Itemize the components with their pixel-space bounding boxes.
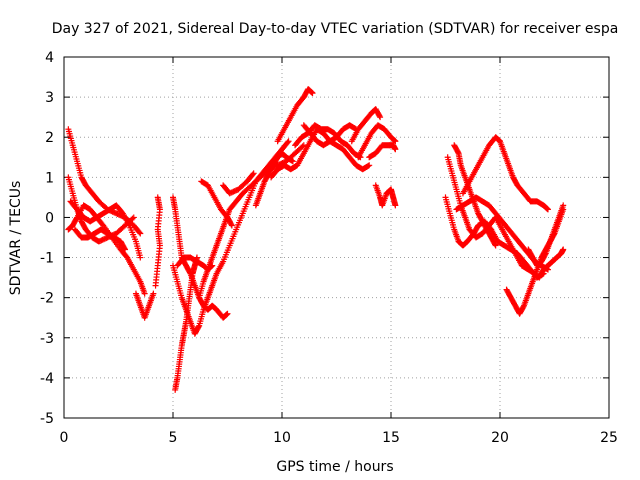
series-track-26 [451,142,499,249]
series-track-16 [274,86,316,145]
data-point [137,230,144,237]
series-track-28 [453,194,551,273]
data-point [492,242,499,249]
x-tick-label: 15 [382,430,400,446]
data-point [129,215,136,222]
y-tick-label: -3 [40,331,54,347]
data-point [520,303,527,310]
data-point [560,202,567,209]
data-point [249,171,256,178]
series-track-31 [536,246,567,281]
data-point [130,214,137,221]
y-tick-label: 0 [45,210,54,226]
series-track-20 [348,106,384,145]
data-point [141,290,148,297]
data-point [228,222,235,229]
data-point [285,138,292,145]
data-point [250,170,257,177]
y-axis-label: SDTVAR / TECUs [8,181,24,296]
series-track-21 [355,122,399,161]
x-tick-label: 20 [491,430,509,446]
data-point [224,310,231,317]
points-layer [65,86,567,393]
y-tick-label: 4 [45,50,54,66]
data-point [392,146,399,153]
y-tick-label: 2 [45,130,54,146]
data-point [377,114,384,121]
y-tick-label: -5 [40,411,54,427]
series-track-30 [525,202,567,269]
data-point [560,246,567,253]
series-track-05 [71,226,129,253]
data-point [366,162,373,169]
data-point [376,113,383,120]
y-tick-label: -2 [40,291,54,307]
chart-title: Day 327 of 2021, Sidereal Day-to-day VTE… [52,21,619,37]
data-point [542,251,549,258]
ticks-layer: 0 5 10 15 20 25 -5 -4 -3 -2 -1 0 1 2 3 4 [40,50,618,446]
data-point [392,202,399,209]
x-tick-label: 10 [273,430,291,446]
y-tick-label: -4 [40,371,54,387]
series-track-23 [372,182,399,209]
data-point [137,254,144,261]
data-point [150,290,157,297]
plot-frame [63,56,610,419]
data-point [228,221,235,228]
series-track-15 [252,150,296,209]
series-track-07 [152,194,163,289]
data-point [284,139,291,146]
x-tick-label: 5 [169,430,178,446]
y-tick-label: -1 [40,251,54,267]
series-track-08 [170,194,231,321]
series-track-14 [220,170,257,197]
x-tick-label: 0 [60,430,69,446]
x-tick-label: 25 [600,430,618,446]
data-point [392,138,399,145]
data-point [122,246,129,253]
x-axis-label: GPS time / hours [276,459,393,475]
y-tick-label: 3 [45,90,54,106]
series-track-27 [459,134,551,213]
data-point [195,323,202,330]
data-point [154,194,161,201]
series-track-22 [366,142,399,161]
data-point [121,245,128,252]
series-track-19 [300,122,360,149]
data-point [309,90,316,97]
data-point [492,241,499,248]
data-point [454,149,461,156]
data-point [544,206,551,213]
y-tick-label: 1 [45,170,54,186]
series-track-04 [67,198,144,261]
series-track-13 [198,178,235,229]
data-point [136,229,143,236]
series-track-06 [132,290,157,321]
data-point [289,158,296,165]
